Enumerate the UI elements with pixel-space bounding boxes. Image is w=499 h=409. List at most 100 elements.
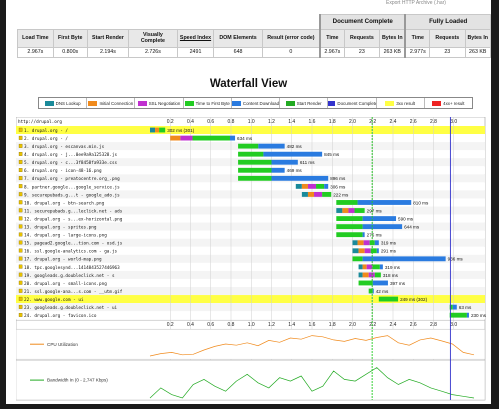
lock-icon bbox=[18, 232, 23, 237]
request-bar-download bbox=[452, 304, 457, 310]
request-bar-dns bbox=[336, 208, 343, 213]
lock-icon bbox=[18, 152, 23, 156]
legend-item: SSL Negotiation bbox=[135, 98, 184, 108]
cpu-utilization-bg bbox=[16, 328, 486, 360]
legend-item: 3xx result bbox=[377, 98, 425, 108]
request-label: 3. drupal.org - escanvas.min.js bbox=[24, 144, 105, 150]
col-doc-bytes-in: Bytes In bbox=[379, 29, 406, 48]
request-label: 20. drupal.org - small-icons.png bbox=[24, 281, 107, 287]
request-label: 18. tpc.googlesynd...1414843527446963 bbox=[24, 265, 120, 271]
request-bar-ttfb bbox=[449, 312, 467, 318]
request-bar-download bbox=[271, 159, 298, 165]
full-requests-value: 23 bbox=[429, 47, 466, 58]
lock-icon bbox=[18, 312, 23, 317]
tick-label-bottom: 0.4 bbox=[187, 322, 194, 328]
request-label: 5. drupal.org - c...3f8458fa933e.css bbox=[24, 160, 118, 166]
lock-icon bbox=[18, 264, 23, 269]
request-bar-ttfb bbox=[159, 127, 166, 133]
col-load-time: Load Time bbox=[17, 29, 54, 48]
request-bar-connect bbox=[155, 127, 160, 133]
request-bar-ttfb bbox=[238, 159, 272, 165]
doc-requests-value: 23 bbox=[343, 47, 381, 58]
request-bar-ttfb bbox=[322, 192, 332, 197]
start-render-value: 2.194s bbox=[86, 47, 130, 58]
cpu-utilization-line bbox=[149, 335, 475, 357]
tick-label-top: 0.4 bbox=[187, 119, 194, 125]
col-full-requests: Requests bbox=[429, 29, 466, 48]
speed-index-value: 2491 bbox=[176, 47, 215, 58]
request-bar-ttfb bbox=[238, 143, 259, 149]
tick-label-top: 2.2 bbox=[369, 119, 376, 125]
col-full-time: Time bbox=[404, 29, 431, 48]
tick-label-bottom: 2.0 bbox=[349, 322, 356, 328]
request-row-bg bbox=[16, 254, 485, 263]
legend-item: 4xx+ result bbox=[425, 98, 472, 108]
request-bar-ttfb bbox=[369, 240, 375, 246]
lock-icon bbox=[18, 248, 23, 253]
request-bar-ttfb bbox=[352, 256, 363, 262]
tick-label-bottom: 2.6 bbox=[410, 322, 417, 328]
summary-table: Document Complete Fully Loaded Load Time… bbox=[17, 14, 491, 58]
tick-label-bottom: 1.6 bbox=[309, 322, 316, 328]
tick-label-top: 1.4 bbox=[288, 119, 295, 125]
request-duration: 63 ms bbox=[459, 305, 472, 310]
request-bar-dns bbox=[295, 183, 302, 189]
lock-icon bbox=[18, 288, 23, 293]
request-label: 11. securepubads.g...leclick.net - ads bbox=[24, 208, 123, 214]
legend-swatch bbox=[44, 100, 54, 106]
lock-icon bbox=[18, 256, 23, 261]
request-label: 21. ssl.google-ana...s.com - __utm.gif bbox=[24, 289, 123, 295]
legend-swatch bbox=[285, 100, 295, 106]
request-bar-ttfb bbox=[370, 248, 377, 254]
tick-label-bottom: 2.4 bbox=[390, 322, 397, 328]
request-duration: 936 ms bbox=[448, 257, 464, 262]
lock-icon bbox=[18, 168, 23, 172]
lock-icon bbox=[18, 143, 23, 148]
request-label: 15. pagead2.google...tion.com - osd.js bbox=[24, 241, 123, 247]
result-frame: Export HTTP Archive (.har) Document Comp… bbox=[6, 0, 491, 404]
request-row-bg bbox=[16, 262, 485, 271]
request-label: 23. googleads.g.doubleclick.net - ui bbox=[24, 305, 118, 311]
bandwidth-in-bg bbox=[16, 359, 486, 401]
request-bar-ttfb bbox=[336, 224, 363, 230]
request-bar-ssl bbox=[307, 183, 317, 189]
first-byte-value: 0.800s bbox=[52, 47, 88, 58]
lock-icon bbox=[18, 176, 23, 181]
legend-item: Time to First Byte bbox=[184, 98, 232, 108]
legend-item: Content Download bbox=[231, 98, 281, 108]
tick-label-bottom: 1.8 bbox=[329, 322, 336, 328]
request-bar-download bbox=[271, 175, 329, 181]
request-label: 16. ssl.google-analytics.com - ga.js bbox=[24, 249, 118, 255]
lock-icon bbox=[18, 304, 23, 309]
request-bar-download bbox=[362, 224, 403, 230]
tick-label-top: 0.8 bbox=[228, 119, 235, 125]
request-bar-dns bbox=[150, 127, 156, 133]
request-bar-ttfb bbox=[336, 232, 363, 238]
request-bar-download bbox=[362, 232, 365, 238]
bandwidth-in-line bbox=[149, 367, 475, 399]
request-label: 12. drupal.org - s...ex-horizontal.png bbox=[24, 216, 123, 222]
export-har-link[interactable]: Export HTTP Archive (.har) bbox=[386, 0, 446, 6]
request-bar-ttfb bbox=[368, 288, 373, 294]
tick-label-bottom: 1.4 bbox=[288, 322, 295, 328]
request-bar-ttfb bbox=[336, 200, 358, 205]
request-bar-ttfb bbox=[238, 151, 264, 157]
waterfall-chart[interactable]: http://drupal.org 0.2 0.2 0.4 0.4 0.6 0.6 0.8 0.… bbox=[16, 117, 486, 401]
legend-label: Time to First Byte bbox=[195, 100, 230, 106]
lock-icon bbox=[18, 216, 23, 221]
request-row-bg bbox=[16, 134, 485, 143]
request-bar-download bbox=[362, 256, 446, 262]
tick-label-top: 1.6 bbox=[309, 119, 316, 125]
request-row-bg bbox=[16, 311, 485, 320]
request-bar-connect bbox=[301, 183, 308, 189]
request-bar-connect bbox=[342, 208, 349, 213]
full-bytes-value: 263 KB bbox=[464, 47, 491, 58]
request-duration: 42 ms bbox=[376, 289, 389, 294]
request-bar-ssl bbox=[363, 240, 370, 246]
request-label: 19. googleads.g.doubleclick.net - s bbox=[24, 273, 115, 279]
col-speed-index[interactable]: Speed Index bbox=[176, 29, 215, 48]
tick-label-bottom: 0.8 bbox=[228, 322, 235, 328]
lock-icon bbox=[18, 200, 23, 205]
request-row-bg bbox=[16, 278, 485, 287]
tick-label-bottom: 1.0 bbox=[248, 322, 255, 328]
